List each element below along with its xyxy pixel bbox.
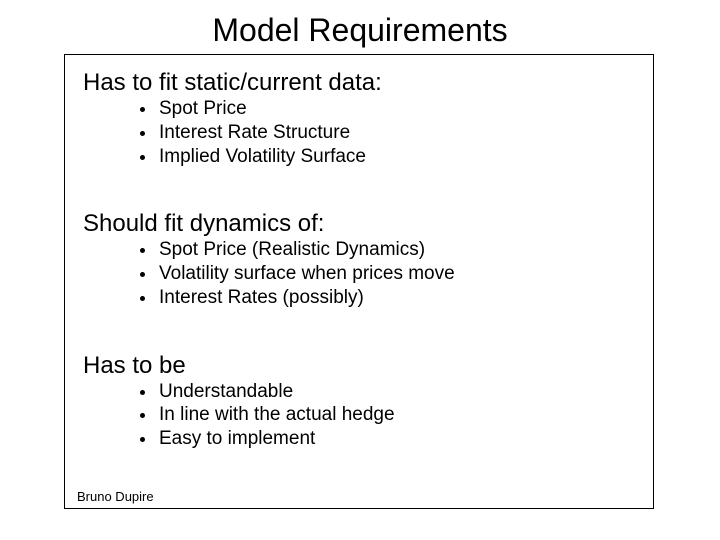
list-item: Implied Volatility Surface: [157, 145, 653, 169]
list-item: Interest Rates (possibly): [157, 286, 653, 310]
slide-title: Model Requirements: [0, 12, 720, 49]
list-item: Spot Price (Realistic Dynamics): [157, 238, 653, 262]
section-dynamics: Should fit dynamics of: Spot Price (Real…: [65, 210, 653, 309]
list-item: Easy to implement: [157, 427, 653, 451]
content-frame: Has to fit static/current data: Spot Pri…: [64, 54, 654, 509]
bullet-list: Understandable In line with the actual h…: [157, 380, 653, 451]
bullet-list: Spot Price (Realistic Dynamics) Volatili…: [157, 238, 653, 309]
list-item: Understandable: [157, 380, 653, 404]
footer-author: Bruno Dupire: [77, 489, 154, 504]
list-item: In line with the actual hedge: [157, 403, 653, 427]
section-heading: Has to fit static/current data:: [83, 69, 653, 97]
section-requirements: Has to be Understandable In line with th…: [65, 352, 653, 451]
list-item: Volatility surface when prices move: [157, 262, 653, 286]
list-item: Interest Rate Structure: [157, 121, 653, 145]
section-heading: Has to be: [83, 352, 653, 380]
slide: Model Requirements Has to fit static/cur…: [0, 0, 720, 540]
section-static: Has to fit static/current data: Spot Pri…: [65, 69, 653, 168]
list-item: Spot Price: [157, 97, 653, 121]
section-heading: Should fit dynamics of:: [83, 210, 653, 238]
bullet-list: Spot Price Interest Rate Structure Impli…: [157, 97, 653, 168]
